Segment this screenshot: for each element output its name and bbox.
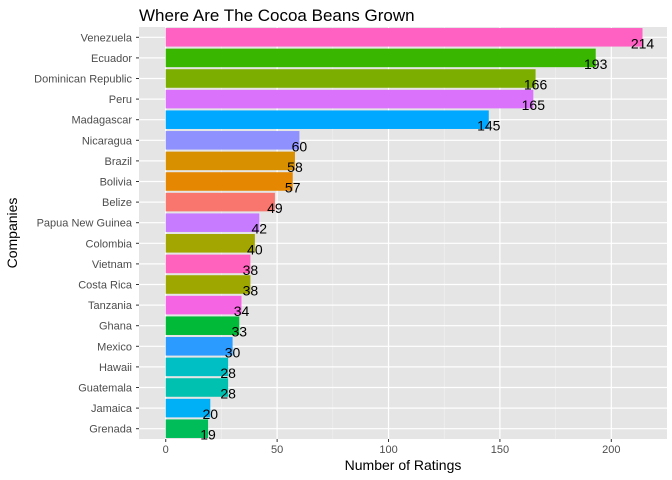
x-axis: 0 50 100 150 200 [163, 439, 620, 456]
bar [165, 234, 255, 253]
bar-value-label: 60 [292, 138, 308, 154]
bar-value-label: 193 [584, 56, 608, 72]
bar-value-label: 30 [225, 344, 241, 360]
y-tick-label: Colombia [86, 238, 133, 250]
bar [165, 295, 242, 315]
bar-value-label: 28 [220, 386, 236, 402]
bar-value-label: 57 [285, 180, 301, 196]
bar-value-label: 58 [287, 159, 303, 175]
bar [165, 69, 536, 88]
bar-value-label: 38 [243, 262, 259, 278]
bar-value-label: 20 [203, 406, 219, 422]
y-tick-label: Guatemala [78, 383, 133, 395]
bar [165, 192, 275, 212]
y-tick-label: Vietnam [92, 259, 132, 271]
bar-value-label: 214 [631, 35, 655, 51]
bar-value-label: 34 [234, 303, 250, 319]
bar-value-label: 28 [220, 365, 236, 381]
bar-value-label: 166 [524, 77, 548, 93]
bar-value-label: 19 [200, 427, 216, 443]
bar-value-label: 38 [243, 283, 259, 299]
y-tick-label: Peru [109, 94, 132, 106]
y-tick-label: Grenada [89, 424, 133, 436]
y-tick-label: Dominican Republic [34, 74, 132, 86]
bar [165, 337, 233, 356]
bar [165, 398, 211, 418]
x-axis-title: Number of Ratings [345, 457, 462, 473]
data-labels: 2141931661651456058574942403838343330282… [200, 35, 654, 442]
x-tick-label: 150 [491, 444, 509, 456]
bar [165, 131, 300, 150]
y-tick-label: Ghana [99, 321, 133, 333]
y-tick-label: Ecuador [91, 53, 132, 65]
y-axis-title: Companies [4, 198, 20, 269]
bar-value-label: 145 [477, 118, 501, 134]
y-tick-label: Papua New Guinea [37, 218, 133, 230]
y-tick-label: Belize [102, 197, 132, 209]
y-tick-label: Costa Rica [78, 280, 133, 292]
bar-value-label: 49 [267, 200, 283, 216]
bar [165, 48, 596, 68]
bar [165, 378, 229, 397]
bar [165, 254, 251, 274]
y-axis: Venezuela Ecuador Dominican Republic Peru Ma… [34, 32, 139, 436]
y-tick-label: Madagascar [71, 115, 132, 127]
bar [165, 275, 251, 294]
bar-value-label: 33 [231, 324, 247, 340]
bar [165, 357, 229, 377]
bar [165, 28, 643, 47]
y-tick-label: Nicaragua [82, 135, 133, 147]
x-tick-label: 200 [602, 444, 620, 456]
x-tick-label: 100 [379, 444, 397, 456]
bar [165, 316, 240, 335]
y-tick-label: Hawaii [99, 362, 132, 374]
bar [165, 213, 260, 232]
y-tick-label: Brazil [104, 156, 132, 168]
y-tick-label: Bolivia [100, 177, 133, 189]
chart-title: Where Are The Cocoa Beans Grown [139, 6, 415, 25]
bar [165, 172, 293, 191]
bar [165, 89, 534, 109]
plot-panel [139, 27, 667, 439]
x-tick-label: 0 [163, 444, 169, 456]
y-tick-label: Tanzania [88, 300, 133, 312]
y-tick-label: Venezuela [81, 32, 133, 44]
y-tick-label: Mexico [97, 341, 132, 353]
bar-value-label: 165 [522, 97, 546, 113]
x-tick-label: 50 [271, 444, 283, 456]
bars [165, 28, 643, 438]
y-tick-label: Jamaica [91, 403, 133, 415]
bar-value-label: 40 [247, 241, 263, 257]
bar [165, 151, 295, 171]
bar-value-label: 42 [252, 221, 268, 237]
bar [165, 110, 489, 129]
bar [165, 419, 209, 438]
